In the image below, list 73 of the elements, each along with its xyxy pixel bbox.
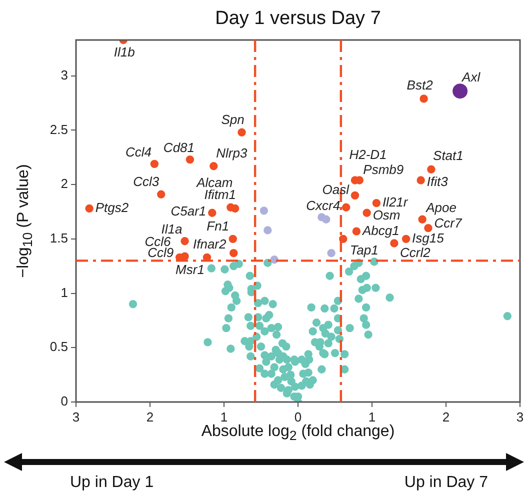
- point: [424, 224, 432, 232]
- annotation: Il1b: [114, 44, 135, 60]
- y-tick-label: 3: [60, 67, 68, 82]
- point: [186, 155, 194, 164]
- point: [362, 208, 371, 217]
- x-tick-label: 1: [220, 409, 228, 424]
- annotation: Ifit3: [426, 174, 449, 189]
- point: [402, 234, 410, 244]
- point: [342, 203, 350, 212]
- point: [260, 206, 268, 215]
- annotation: Spn: [221, 112, 244, 128]
- text: Up in Day 1: [70, 474, 154, 492]
- point: [264, 226, 272, 234]
- x-tick-label: 0: [294, 409, 302, 424]
- point: [238, 128, 246, 137]
- y-tick-label: 1: [60, 284, 68, 300]
- annotation: Cd81: [163, 140, 194, 156]
- annotation: Ptgs2: [95, 200, 130, 216]
- annotation: Il21r: [382, 194, 408, 210]
- annotation: Oasl: [322, 182, 350, 198]
- annotation: Fn1: [206, 218, 230, 234]
- annotation: Psmb9: [363, 162, 404, 177]
- annotation: Isg15: [412, 230, 445, 246]
- point: [327, 248, 336, 258]
- annotation: H2-D1: [349, 146, 387, 162]
- annotation: Ccrl2: [400, 244, 432, 260]
- point: [427, 165, 436, 174]
- annotation: Ccl3: [133, 174, 160, 189]
- y-tick-label: 0: [60, 394, 68, 409]
- annotation: Msr1: [176, 262, 204, 278]
- annotation: Apoe: [425, 200, 457, 215]
- annotation: Bst2: [406, 77, 434, 92]
- point: [339, 234, 348, 244]
- point: [180, 237, 189, 246]
- x-tick-label: 2: [146, 409, 154, 424]
- x-tick-label: 1: [368, 409, 376, 424]
- point: [231, 204, 240, 213]
- y-tick-label: 2: [60, 176, 68, 192]
- annotation: Nlrp3: [216, 146, 248, 161]
- y-tick-label: 1.5: [50, 230, 68, 246]
- point: [322, 215, 330, 224]
- annotation: Ifnar2: [192, 236, 228, 252]
- annotation: C5ar1: [170, 203, 206, 218]
- point: [150, 160, 159, 168]
- text: Up in Day 7: [404, 474, 488, 492]
- annotation: Ccl4: [125, 144, 152, 160]
- point: [208, 208, 216, 217]
- point: [418, 215, 426, 224]
- point: [157, 190, 166, 198]
- point: [420, 94, 428, 103]
- point: [350, 191, 360, 200]
- annotation: Ccr7: [434, 216, 462, 231]
- point: [416, 176, 425, 184]
- x-tick-label: 3: [72, 409, 80, 424]
- annotation: Osm: [372, 207, 400, 222]
- point: [85, 204, 94, 213]
- y-tick-label: 2.5: [50, 122, 68, 137]
- x-axis-title: Absolute log$_{2}$ (fold change): [200, 423, 396, 446]
- annotation: Cxcr4: [306, 198, 340, 214]
- point: [372, 198, 381, 208]
- y-tick-label: 0.5: [50, 339, 68, 354]
- point: [352, 227, 361, 236]
- annotation: Abcg1: [361, 222, 400, 238]
- point: [228, 234, 237, 244]
- annotation: Stat1: [433, 148, 464, 163]
- x-tick-label: 3: [516, 409, 524, 424]
- chart-title: Day 1 versus Day 7: [214, 8, 382, 30]
- x-tick-label: 2: [442, 409, 450, 424]
- point: [210, 162, 218, 170]
- point: [230, 248, 238, 258]
- annotation: Axl: [461, 70, 482, 85]
- annotation: Tap1: [350, 242, 378, 258]
- point: [390, 239, 398, 248]
